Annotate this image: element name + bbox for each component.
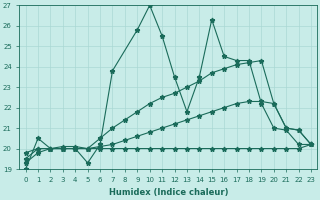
X-axis label: Humidex (Indice chaleur): Humidex (Indice chaleur)	[108, 188, 228, 197]
